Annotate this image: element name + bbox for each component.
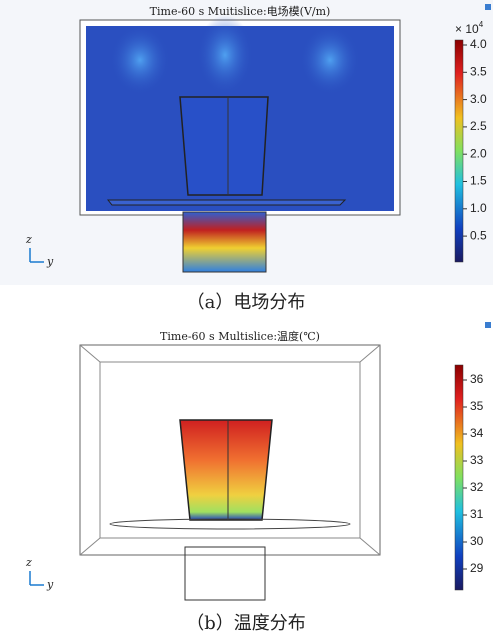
colorbar-label: 1.5 [470,174,487,188]
colorbar-label: 34 [470,426,484,440]
colorbar-label: 36 [470,372,484,386]
colorbar-label: 4.0 [470,37,487,51]
axis-label: z [25,556,32,569]
icon[interactable] [485,4,491,10]
colorbar-label: 2.5 [470,119,487,133]
colorbar-label: 33 [470,453,484,467]
colorbar-label: 2.0 [470,146,487,160]
axis-label: y [46,255,54,268]
colorbar-label: 3.0 [470,92,487,106]
plate [108,200,345,205]
hotspot [197,15,253,95]
colorbar-label: 32 [470,480,484,494]
icon[interactable] [485,322,491,328]
colorbar-label: 29 [470,561,484,575]
colorbar-label: 1.0 [470,201,487,215]
axis-label: y [46,578,54,591]
axis-label: z [25,233,32,246]
colorbar [455,365,463,590]
waveguide [183,212,266,272]
panel-title: Time-60 s Multislice:温度(℃) [160,329,320,343]
hotspot [300,25,360,95]
caption: （b）温度分布 [186,613,306,634]
colorbar-label: 0.5 [470,228,487,242]
colorbar-label: 35 [470,399,484,413]
colorbar [455,40,463,262]
cup [180,420,272,520]
caption: （a）电场分布 [187,292,306,313]
colorbar-label: 31 [470,507,484,521]
colorbar-label: 3.5 [470,64,487,78]
colorbar-label: 30 [470,534,484,548]
panel-title: Time-60 s Muitislice:电场模(V/m) [150,4,331,18]
figure: Time-60 s Muitislice:电场模(V/m) × 104 Time… [0,0,493,637]
hotspot [110,25,170,95]
cup [180,97,268,195]
